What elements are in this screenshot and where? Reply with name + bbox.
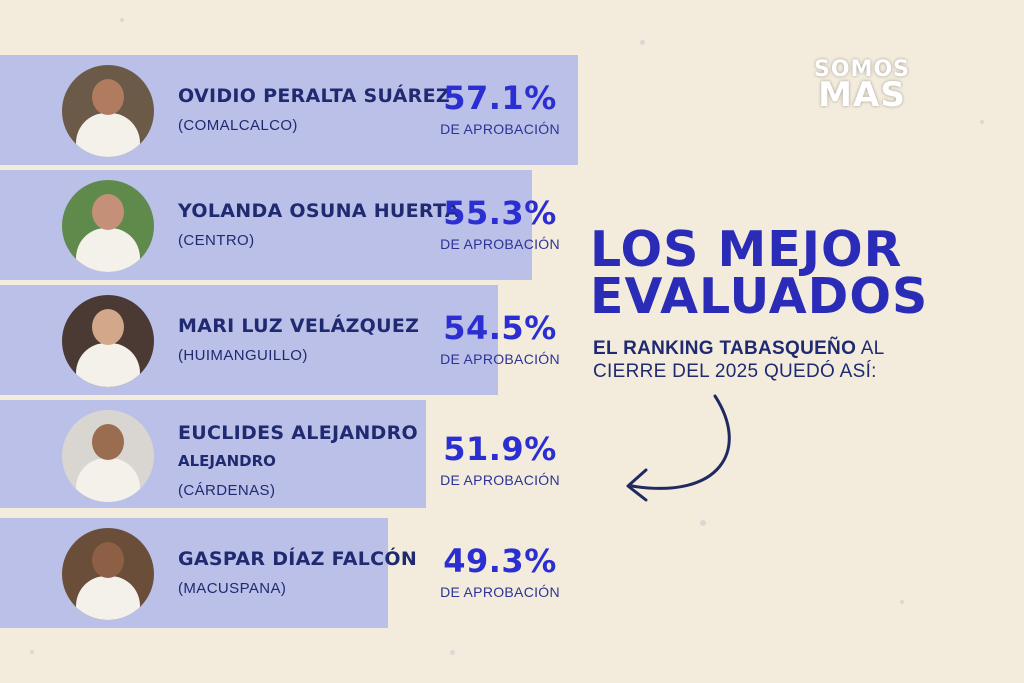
- approval-label: DE APROBACIÓN: [440, 351, 560, 367]
- approval-percent: 51.9%: [443, 430, 557, 468]
- avatar: [62, 65, 154, 157]
- approval-label: DE APROBACIÓN: [440, 121, 560, 137]
- subtitle-rest: AL: [856, 338, 885, 359]
- ranking-card: GASPAR DÍAZ FALCÓN (MACUSPANA) 49.3% DE …: [0, 518, 560, 628]
- candidate-name: OVIDIO PERALTA SUÁREZ: [178, 85, 450, 107]
- brand-line1: SOMOS: [814, 57, 910, 82]
- avatar: [62, 295, 154, 387]
- ranking-card: OVIDIO PERALTA SUÁREZ (COMALCALCO) 57.1%…: [0, 55, 578, 165]
- candidate-city: (COMALCALCO): [178, 117, 298, 134]
- candidate-city: (MACUSPANA): [178, 580, 287, 597]
- candidate-name: GASPAR DÍAZ FALCÓN: [178, 548, 418, 570]
- ranking-card: YOLANDA OSUNA HUERTA (CENTRO) 55.3% DE A…: [0, 170, 560, 280]
- candidate-name: MARI LUZ VELÁZQUEZ: [178, 315, 420, 337]
- candidate-city: (CENTRO): [178, 232, 255, 249]
- curved-arrow-icon: [626, 394, 731, 502]
- candidate-name-line2: ALEJANDRO: [178, 452, 276, 470]
- approval-percent: 54.5%: [443, 309, 557, 347]
- ranking-card: EUCLIDES ALEJANDRO ALEJANDRO (CÁRDENAS) …: [0, 400, 560, 508]
- candidate-city: (CÁRDENAS): [178, 482, 276, 499]
- ranking-card: MARI LUZ VELÁZQUEZ (HUIMANGUILLO) 54.5% …: [0, 285, 560, 395]
- subtitle: EL RANKING TABASQUEÑO AL CIERRE DEL 2025…: [593, 337, 885, 383]
- brand-logo: SOMOS MAS: [812, 57, 912, 115]
- subtitle-bold: EL RANKING TABASQUEÑO: [593, 338, 857, 359]
- approval-percent: 57.1%: [443, 79, 557, 117]
- approval-label: DE APROBACIÓN: [440, 236, 560, 252]
- approval-label: DE APROBACIÓN: [440, 584, 560, 600]
- approval-label: DE APROBACIÓN: [440, 472, 560, 488]
- subtitle-line2: CIERRE DEL 2025 QUEDÓ ASÍ:: [593, 361, 877, 383]
- headline: LOS MEJOR EVALUADOS: [590, 221, 929, 326]
- candidate-city: (HUIMANGUILLO): [178, 347, 308, 364]
- avatar: [62, 180, 154, 272]
- avatar: [62, 528, 154, 620]
- headline-line2: EVALUADOS: [590, 268, 929, 326]
- approval-percent: 55.3%: [443, 194, 557, 232]
- candidate-name: EUCLIDES ALEJANDRO: [178, 422, 418, 444]
- candidate-name: YOLANDA OSUNA HUERTA: [178, 200, 460, 222]
- brand-line2: MAS: [818, 74, 906, 115]
- headline-line1: LOS MEJOR: [590, 221, 903, 278]
- avatar: [62, 410, 154, 502]
- approval-percent: 49.3%: [443, 542, 557, 580]
